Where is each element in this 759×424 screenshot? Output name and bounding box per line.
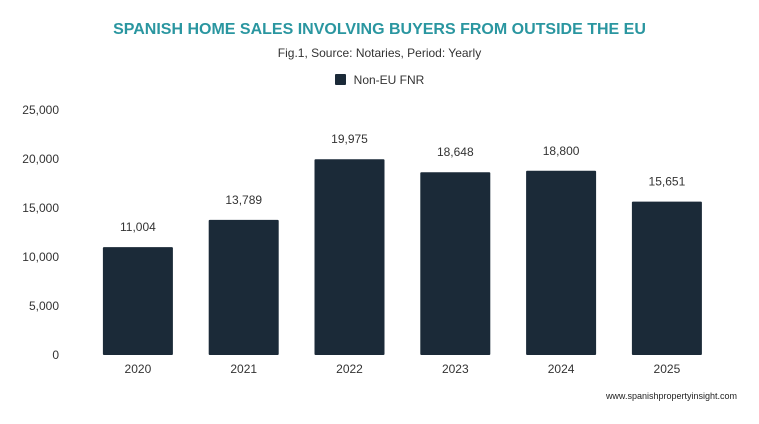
- x-tick-label: 2025: [654, 362, 681, 376]
- y-tick-label: 10,000: [22, 250, 59, 264]
- data-label: 13,789: [225, 193, 262, 207]
- source-credit: www.spanishpropertyinsight.com: [605, 391, 737, 401]
- y-tick-label: 25,000: [22, 103, 59, 117]
- y-tick-label: 5,000: [29, 299, 59, 313]
- bar: [314, 159, 385, 355]
- chart-title: SPANISH HOME SALES INVOLVING BUYERS FROM…: [113, 21, 646, 38]
- x-tick-label: 2024: [548, 362, 575, 376]
- x-tick-label: 2023: [442, 362, 469, 376]
- bar: [526, 170, 597, 355]
- x-tick-label: 2021: [230, 362, 257, 376]
- data-label: 15,651: [649, 175, 686, 189]
- chart-subtitle: Fig.1, Source: Notaries, Period: Yearly: [277, 46, 482, 60]
- x-tick-label: 2022: [336, 362, 363, 376]
- data-label: 11,004: [120, 220, 156, 234]
- data-label: 18,800: [543, 144, 580, 158]
- bar: [208, 219, 279, 355]
- y-tick-label: 15,000: [22, 201, 59, 215]
- legend-swatch: [334, 74, 346, 85]
- bar: [631, 201, 702, 355]
- legend-label: Non-EU FNR: [353, 73, 425, 87]
- x-tick-label: 2020: [125, 362, 152, 376]
- data-label: 19,975: [331, 132, 368, 146]
- data-label: 18,648: [437, 145, 474, 159]
- y-tick-label: 20,000: [22, 152, 59, 166]
- legend: Non-EU FNR: [0, 73, 759, 87]
- y-tick-label: 0: [52, 348, 59, 362]
- bar: [102, 247, 173, 355]
- bar: [420, 172, 491, 355]
